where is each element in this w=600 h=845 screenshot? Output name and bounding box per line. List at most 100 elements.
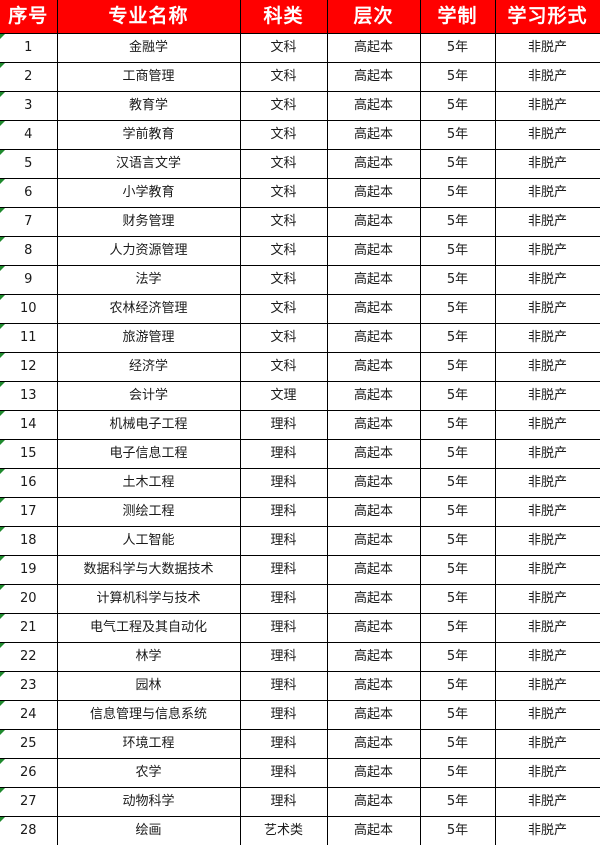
cell-years: 5年: [420, 63, 495, 92]
cell-major: 旅游管理: [57, 324, 240, 353]
cell-cat: 文科: [240, 353, 327, 382]
cell-years: 5年: [420, 208, 495, 237]
cell-years: 5年: [420, 411, 495, 440]
cell-major: 园林: [57, 672, 240, 701]
cell-form: 非脱产: [495, 295, 600, 324]
cell-years: 5年: [420, 237, 495, 266]
cell-years: 5年: [420, 585, 495, 614]
cell-seq: 8: [0, 237, 57, 266]
cell-years: 5年: [420, 353, 495, 382]
cell-major: 农林经济管理: [57, 295, 240, 324]
cell-years: 5年: [420, 701, 495, 730]
cell-form: 非脱产: [495, 730, 600, 759]
cell-level: 高起本: [327, 92, 420, 121]
cell-seq-value: 15: [0, 440, 57, 468]
cell-cat: 理科: [240, 585, 327, 614]
cell-level: 高起本: [327, 34, 420, 63]
cell-major: 农学: [57, 759, 240, 788]
cell-level: 高起本: [327, 759, 420, 788]
cell-seq: 14: [0, 411, 57, 440]
cell-years: 5年: [420, 498, 495, 527]
cell-seq: 22: [0, 643, 57, 672]
cell-major: 小学教育: [57, 179, 240, 208]
cell-seq: 23: [0, 672, 57, 701]
cell-seq: 15: [0, 440, 57, 469]
cell-major: 会计学: [57, 382, 240, 411]
cell-years: 5年: [420, 150, 495, 179]
cell-seq: 16: [0, 469, 57, 498]
cell-years: 5年: [420, 34, 495, 63]
cell-level: 高起本: [327, 324, 420, 353]
cell-form: 非脱产: [495, 498, 600, 527]
column-header-seq[interactable]: 序号: [0, 0, 57, 34]
column-header-form[interactable]: 学习形式: [495, 0, 600, 34]
cell-cat: 理科: [240, 759, 327, 788]
cell-cat: 理科: [240, 469, 327, 498]
cell-major: 财务管理: [57, 208, 240, 237]
cell-years: 5年: [420, 324, 495, 353]
cell-years: 5年: [420, 121, 495, 150]
cell-cat: 文理: [240, 382, 327, 411]
cell-form: 非脱产: [495, 382, 600, 411]
cell-cat: 理科: [240, 614, 327, 643]
cell-level: 高起本: [327, 266, 420, 295]
table-header: 序号 专业名称 科类 层次 学制 学习形式: [0, 0, 600, 34]
cell-years: 5年: [420, 643, 495, 672]
cell-form: 非脱产: [495, 121, 600, 150]
cell-seq-value: 26: [0, 759, 57, 787]
cell-seq: 19: [0, 556, 57, 585]
cell-seq-value: 23: [0, 672, 57, 700]
cell-level: 高起本: [327, 353, 420, 382]
cell-major: 人力资源管理: [57, 237, 240, 266]
cell-cat: 理科: [240, 730, 327, 759]
cell-major: 土木工程: [57, 469, 240, 498]
cell-seq: 6: [0, 179, 57, 208]
cell-form: 非脱产: [495, 759, 600, 788]
cell-seq: 20: [0, 585, 57, 614]
cell-level: 高起本: [327, 556, 420, 585]
cell-years: 5年: [420, 440, 495, 469]
cell-cat: 理科: [240, 701, 327, 730]
cell-level: 高起本: [327, 208, 420, 237]
cell-major: 机械电子工程: [57, 411, 240, 440]
cell-cat: 理科: [240, 556, 327, 585]
cell-years: 5年: [420, 730, 495, 759]
cell-cat: 理科: [240, 672, 327, 701]
cell-level: 高起本: [327, 701, 420, 730]
cell-seq: 25: [0, 730, 57, 759]
cell-years: 5年: [420, 92, 495, 121]
cell-level: 高起本: [327, 614, 420, 643]
cell-seq-value: 13: [0, 382, 57, 410]
column-header-cat[interactable]: 科类: [240, 0, 327, 34]
column-header-major[interactable]: 专业名称: [57, 0, 240, 34]
cell-form: 非脱产: [495, 237, 600, 266]
cell-seq-value: 19: [0, 556, 57, 584]
column-header-level[interactable]: 层次: [327, 0, 420, 34]
cell-seq: 26: [0, 759, 57, 788]
cell-level: 高起本: [327, 527, 420, 556]
column-header-years[interactable]: 学制: [420, 0, 495, 34]
cell-cat: 文科: [240, 295, 327, 324]
cell-cat: 理科: [240, 498, 327, 527]
cell-form: 非脱产: [495, 150, 600, 179]
cell-form: 非脱产: [495, 527, 600, 556]
cell-seq: 1: [0, 34, 57, 63]
cell-major: 电子信息工程: [57, 440, 240, 469]
cell-major: 法学: [57, 266, 240, 295]
cell-seq-value: 5: [0, 150, 57, 178]
cell-major: 数据科学与大数据技术: [57, 556, 240, 585]
cell-level: 高起本: [327, 237, 420, 266]
cell-level: 高起本: [327, 730, 420, 759]
cell-seq-value: 2: [0, 63, 57, 91]
